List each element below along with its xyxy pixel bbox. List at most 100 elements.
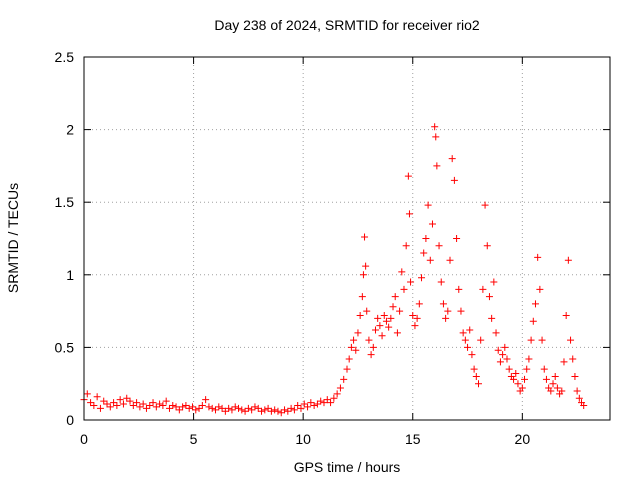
data-point bbox=[567, 336, 575, 344]
data-point bbox=[340, 375, 348, 383]
data-point bbox=[525, 355, 533, 363]
data-point bbox=[393, 329, 401, 337]
data-point bbox=[464, 343, 472, 351]
data-point bbox=[510, 375, 518, 383]
data-point bbox=[123, 394, 131, 402]
data-point bbox=[540, 365, 548, 373]
data-point bbox=[284, 407, 292, 415]
data-point bbox=[428, 220, 436, 228]
data-point bbox=[461, 336, 469, 344]
data-point bbox=[490, 278, 498, 286]
data-point bbox=[244, 404, 252, 412]
data-point bbox=[238, 406, 246, 414]
data-point bbox=[575, 394, 583, 402]
data-point bbox=[564, 256, 572, 264]
data-point bbox=[221, 407, 229, 415]
data-point bbox=[457, 307, 465, 315]
data-point bbox=[149, 399, 157, 407]
data-point bbox=[87, 399, 95, 407]
data-point bbox=[159, 401, 167, 409]
data-point bbox=[169, 401, 177, 409]
data-point bbox=[538, 336, 546, 344]
data-point bbox=[396, 307, 404, 315]
data-point bbox=[294, 401, 302, 409]
data-point bbox=[433, 162, 441, 170]
data-point bbox=[432, 133, 440, 141]
data-point bbox=[228, 406, 236, 414]
data-point bbox=[481, 201, 489, 209]
data-point bbox=[477, 336, 485, 344]
data-point bbox=[521, 375, 529, 383]
data-point bbox=[369, 343, 377, 351]
data-point bbox=[212, 406, 219, 414]
data-point bbox=[142, 404, 150, 412]
data-point bbox=[208, 404, 216, 412]
x-tick-label: 0 bbox=[80, 431, 88, 447]
scatter-points bbox=[80, 123, 588, 417]
data-point bbox=[192, 406, 200, 414]
data-point bbox=[202, 396, 210, 404]
data-point bbox=[235, 404, 243, 412]
data-point bbox=[560, 358, 568, 366]
data-point bbox=[407, 278, 415, 286]
data-point bbox=[363, 307, 371, 315]
data-point bbox=[330, 394, 338, 402]
data-point bbox=[472, 372, 480, 380]
data-point bbox=[96, 404, 104, 412]
data-point bbox=[380, 311, 388, 319]
data-point bbox=[505, 365, 513, 373]
y-tick-label: 0 bbox=[66, 412, 74, 428]
x-tick-label: 15 bbox=[405, 431, 421, 447]
axis-ticks bbox=[83, 56, 610, 421]
data-point bbox=[536, 285, 544, 293]
data-point bbox=[479, 285, 487, 293]
data-point bbox=[376, 322, 384, 330]
data-point bbox=[205, 403, 213, 411]
data-point bbox=[185, 404, 193, 412]
data-point bbox=[400, 285, 408, 293]
y-tick-label: 1 bbox=[66, 267, 74, 283]
data-point bbox=[512, 370, 520, 378]
data-point bbox=[534, 253, 542, 261]
data-point bbox=[371, 326, 379, 334]
data-point bbox=[378, 332, 386, 340]
data-point bbox=[119, 400, 127, 408]
data-point bbox=[547, 387, 555, 395]
data-point bbox=[431, 123, 439, 131]
data-point bbox=[83, 390, 91, 398]
data-point bbox=[241, 407, 249, 415]
data-point bbox=[529, 317, 537, 325]
data-point bbox=[358, 293, 366, 301]
data-point bbox=[352, 346, 360, 354]
data-point bbox=[165, 404, 173, 412]
x-tick-label: 5 bbox=[190, 431, 198, 447]
data-point bbox=[300, 400, 308, 408]
data-point bbox=[415, 300, 423, 308]
data-point bbox=[231, 403, 239, 411]
data-point bbox=[439, 300, 447, 308]
data-point bbox=[281, 406, 289, 414]
data-point bbox=[402, 242, 410, 250]
data-point bbox=[492, 329, 500, 337]
data-point bbox=[580, 401, 588, 409]
data-point bbox=[110, 399, 118, 407]
data-point bbox=[274, 407, 282, 415]
data-point bbox=[531, 300, 539, 308]
data-point bbox=[90, 401, 98, 409]
data-point bbox=[350, 336, 358, 344]
data-point bbox=[304, 403, 312, 411]
data-point bbox=[501, 343, 509, 351]
data-point bbox=[347, 343, 355, 351]
data-point bbox=[133, 399, 141, 407]
data-point bbox=[499, 351, 507, 359]
data-point bbox=[313, 400, 321, 408]
data-point bbox=[455, 285, 463, 293]
data-point bbox=[310, 401, 318, 409]
data-point bbox=[297, 404, 305, 412]
data-point bbox=[146, 401, 154, 409]
data-point bbox=[382, 317, 390, 325]
data-point bbox=[365, 336, 373, 344]
data-point bbox=[225, 404, 233, 412]
data-point bbox=[527, 336, 535, 344]
